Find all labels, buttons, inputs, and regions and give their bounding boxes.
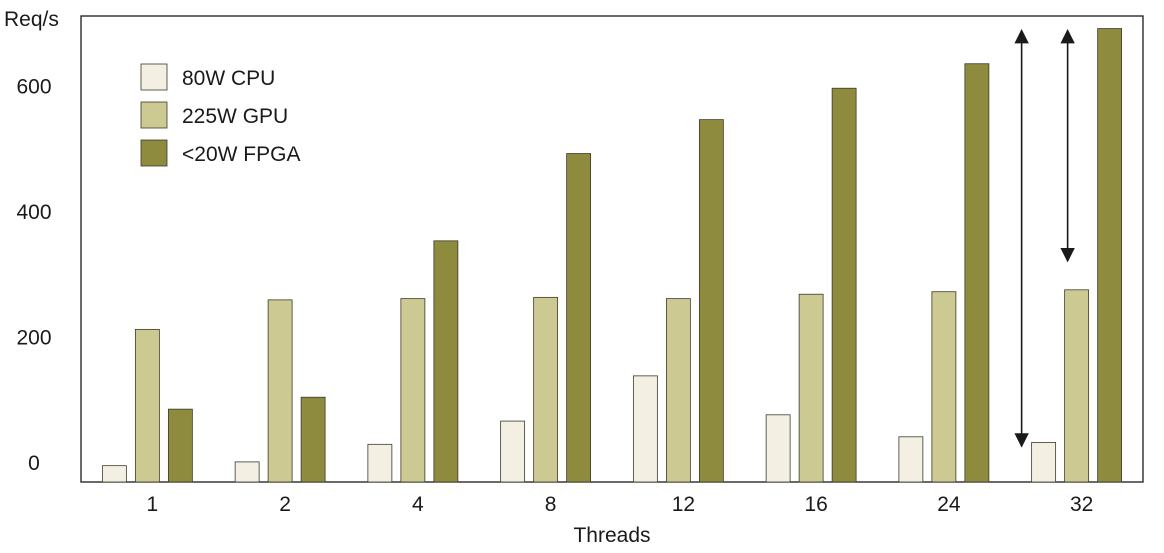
- y-tick-label: 0: [28, 452, 40, 475]
- bar-225w-gpu-2: [267, 299, 293, 483]
- bar-225w-gpu-32: [1064, 289, 1090, 483]
- legend-swatch: [140, 139, 168, 167]
- y-tick-label: 400: [16, 201, 51, 224]
- legend-swatch: [140, 101, 168, 129]
- legend-label: 80W CPU: [182, 67, 275, 90]
- bar-80w-cpu-16: [765, 414, 791, 483]
- y-tick-label: 200: [16, 327, 51, 350]
- bar-225w-gpu-12: [665, 298, 691, 483]
- x-tick-label: 24: [937, 493, 961, 516]
- bar-20w-fpga-8: [566, 153, 592, 483]
- bar-20w-fpga-16: [831, 87, 857, 483]
- x-tick-label: 8: [545, 493, 557, 516]
- x-tick-label: 1: [147, 493, 159, 516]
- y-tick-label: 600: [16, 75, 51, 98]
- legend-label: 225W GPU: [182, 105, 288, 128]
- bar-80w-cpu-1: [101, 465, 127, 483]
- bar-80w-cpu-4: [367, 443, 393, 483]
- bar-80w-cpu-32: [1031, 442, 1057, 483]
- x-tick-label: 12: [672, 493, 695, 516]
- bar-80w-cpu-12: [632, 375, 658, 483]
- x-tick-label: 16: [804, 493, 827, 516]
- bar-20w-fpga-2: [300, 396, 326, 483]
- x-tick-label: 32: [1070, 493, 1093, 516]
- bar-20w-fpga-12: [698, 119, 724, 483]
- bar-225w-gpu-4: [400, 298, 426, 483]
- bar-80w-cpu-24: [898, 436, 924, 483]
- bar-20w-fpga-24: [964, 63, 990, 483]
- bar-225w-gpu-1: [134, 328, 160, 483]
- x-tick-label: 4: [412, 493, 424, 516]
- bar-225w-gpu-16: [798, 293, 824, 483]
- bar-80w-cpu-2: [234, 461, 260, 483]
- bar-80w-cpu-8: [500, 420, 526, 483]
- bar-20w-fpga-1: [167, 408, 193, 483]
- y-axis-title: Req/s: [4, 8, 59, 31]
- legend-label: <20W FPGA: [182, 143, 300, 166]
- plot-frame: [80, 15, 1144, 483]
- bar-20w-fpga-32: [1097, 28, 1123, 483]
- x-axis-title: Threads: [573, 524, 650, 547]
- x-tick-label: 2: [279, 493, 291, 516]
- legend-swatch: [140, 63, 168, 91]
- bar-225w-gpu-24: [931, 291, 957, 483]
- bar-225w-gpu-8: [533, 296, 559, 483]
- bar-20w-fpga-4: [433, 240, 459, 483]
